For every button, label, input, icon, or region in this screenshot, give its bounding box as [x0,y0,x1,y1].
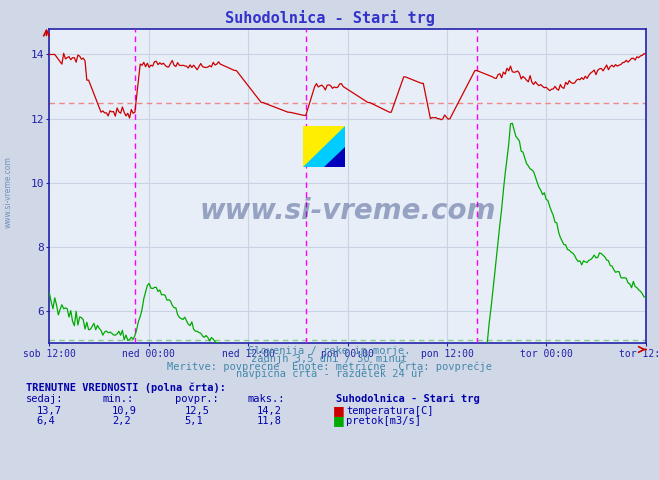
Text: 2,2: 2,2 [112,416,130,426]
Text: temperatura[C]: temperatura[C] [346,406,434,416]
Text: ■: ■ [333,404,345,417]
Text: 14,2: 14,2 [257,406,282,416]
Text: Slovenija / reke in morje.: Slovenija / reke in morje. [248,346,411,356]
Text: 6,4: 6,4 [36,416,55,426]
Text: 5,1: 5,1 [185,416,203,426]
Text: zadnjh 3,5 dni / 30 minut: zadnjh 3,5 dni / 30 minut [251,354,408,364]
Text: ■: ■ [333,414,345,427]
Text: 13,7: 13,7 [36,406,61,416]
Text: www.si-vreme.com: www.si-vreme.com [3,156,13,228]
Text: www.si-vreme.com: www.si-vreme.com [200,197,496,225]
Polygon shape [303,126,345,167]
Text: min.:: min.: [102,394,133,404]
Text: Meritve: povprečne  Enote: metrične  Črta: povprečje: Meritve: povprečne Enote: metrične Črta:… [167,360,492,372]
Text: TRENUTNE VREDNOSTI (polna črta):: TRENUTNE VREDNOSTI (polna črta): [26,383,226,393]
Text: pretok[m3/s]: pretok[m3/s] [346,416,421,426]
Text: sedaj:: sedaj: [26,394,64,404]
Text: povpr.:: povpr.: [175,394,218,404]
Text: navpična črta - razdelek 24 ur: navpična črta - razdelek 24 ur [236,369,423,379]
Text: Suhodolnica - Stari trg: Suhodolnica - Stari trg [336,394,480,404]
Text: maks.:: maks.: [247,394,285,404]
Text: 12,5: 12,5 [185,406,210,416]
Text: 10,9: 10,9 [112,406,137,416]
Polygon shape [303,126,345,167]
Text: Suhodolnica - Stari trg: Suhodolnica - Stari trg [225,10,434,26]
Polygon shape [324,147,345,167]
Text: 11,8: 11,8 [257,416,282,426]
